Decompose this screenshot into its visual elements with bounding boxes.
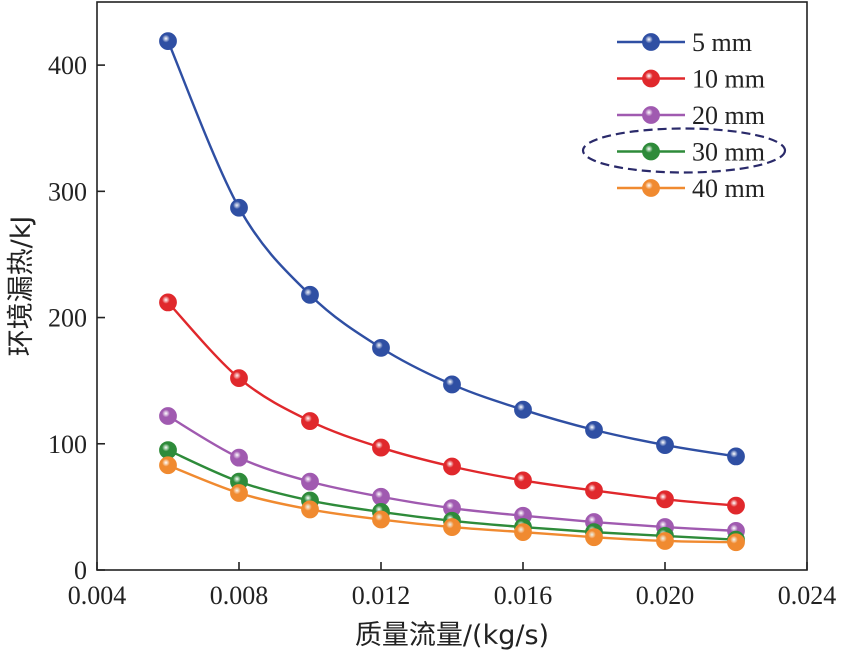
legend-marker <box>642 106 660 124</box>
data-point-40mm <box>443 518 461 536</box>
data-point-40mm <box>727 533 745 552</box>
data-point-20mm <box>159 407 177 425</box>
legend-marker <box>642 69 660 88</box>
legend-label: 10 mm <box>692 65 765 94</box>
series-40mm <box>159 456 745 552</box>
data-point-30mm <box>159 441 177 459</box>
legend-label: 40 mm <box>692 174 765 203</box>
data-point-5mm <box>585 420 603 439</box>
x-tick-label: 0.008 <box>210 581 269 610</box>
legend-marker <box>642 33 660 51</box>
series-line-5mm <box>166 40 737 458</box>
y-tick-label: 200 <box>48 304 87 333</box>
legend-marker <box>642 142 660 161</box>
data-point-40mm <box>230 484 248 502</box>
y-axis-title: 环境漏热/kJ <box>6 216 37 357</box>
x-tick-label: 0.016 <box>494 581 553 610</box>
legend-label: 30 mm <box>692 138 765 167</box>
data-point-5mm <box>159 32 177 51</box>
data-point-5mm <box>230 198 248 217</box>
series-layer <box>159 32 745 552</box>
data-point-40mm <box>585 528 603 547</box>
legend-item-30mm: 30 mm <box>617 138 765 167</box>
legend-item-10mm: 10 mm <box>617 65 765 94</box>
annotation-dashed-ellipse <box>581 127 787 174</box>
x-axis-title: 质量流量/(kg/s) <box>355 620 549 651</box>
axis-layer: 0.004 0.008 0.012 0.016 0.020 0.024 0 100 200 300… <box>48 51 836 610</box>
legend-marker <box>642 179 660 197</box>
data-point-20mm <box>301 472 319 491</box>
data-point-5mm <box>727 447 745 466</box>
data-point-10mm <box>514 471 532 490</box>
data-point-10mm <box>230 369 248 388</box>
data-point-40mm <box>372 510 390 529</box>
data-point-10mm <box>727 496 745 515</box>
data-point-40mm <box>301 500 319 519</box>
data-point-40mm <box>159 456 177 475</box>
series-5mm <box>159 32 745 466</box>
data-point-5mm <box>372 338 390 357</box>
data-point-5mm <box>656 436 674 454</box>
x-tick-label: 0.012 <box>352 581 411 610</box>
legend: 5 mm 10 mm 20 mm 30 mm 40 mm <box>581 28 787 203</box>
series-20mm <box>159 407 745 540</box>
legend-item-40mm: 40 mm <box>617 174 765 203</box>
data-point-20mm <box>372 487 390 506</box>
plot-frame <box>96 1 808 571</box>
data-point-10mm <box>443 457 461 476</box>
legend-label: 20 mm <box>692 101 765 130</box>
data-point-5mm <box>301 285 319 304</box>
data-point-5mm <box>443 375 461 394</box>
x-tick-label: 0.024 <box>778 581 837 610</box>
y-tick-label: 300 <box>48 177 87 206</box>
x-tick-label: 0.020 <box>636 581 695 610</box>
y-tick-label: 400 <box>48 51 87 80</box>
data-point-40mm <box>656 532 674 550</box>
data-point-10mm <box>372 438 390 457</box>
legend-item-20mm: 20 mm <box>617 101 765 130</box>
y-tick-label: 100 <box>48 430 87 459</box>
data-point-40mm <box>514 523 532 542</box>
data-point-10mm <box>159 293 177 312</box>
legend-label: 5 mm <box>692 28 752 57</box>
series-10mm <box>159 293 745 515</box>
data-point-10mm <box>656 490 674 509</box>
data-point-20mm <box>230 448 248 467</box>
x-tick-label: 0.004 <box>68 581 127 610</box>
y-tick-label: 0 <box>74 556 87 585</box>
legend-item-5mm: 5 mm <box>617 28 752 57</box>
data-point-5mm <box>514 400 532 419</box>
data-point-10mm <box>585 481 603 500</box>
data-point-10mm <box>301 412 319 430</box>
